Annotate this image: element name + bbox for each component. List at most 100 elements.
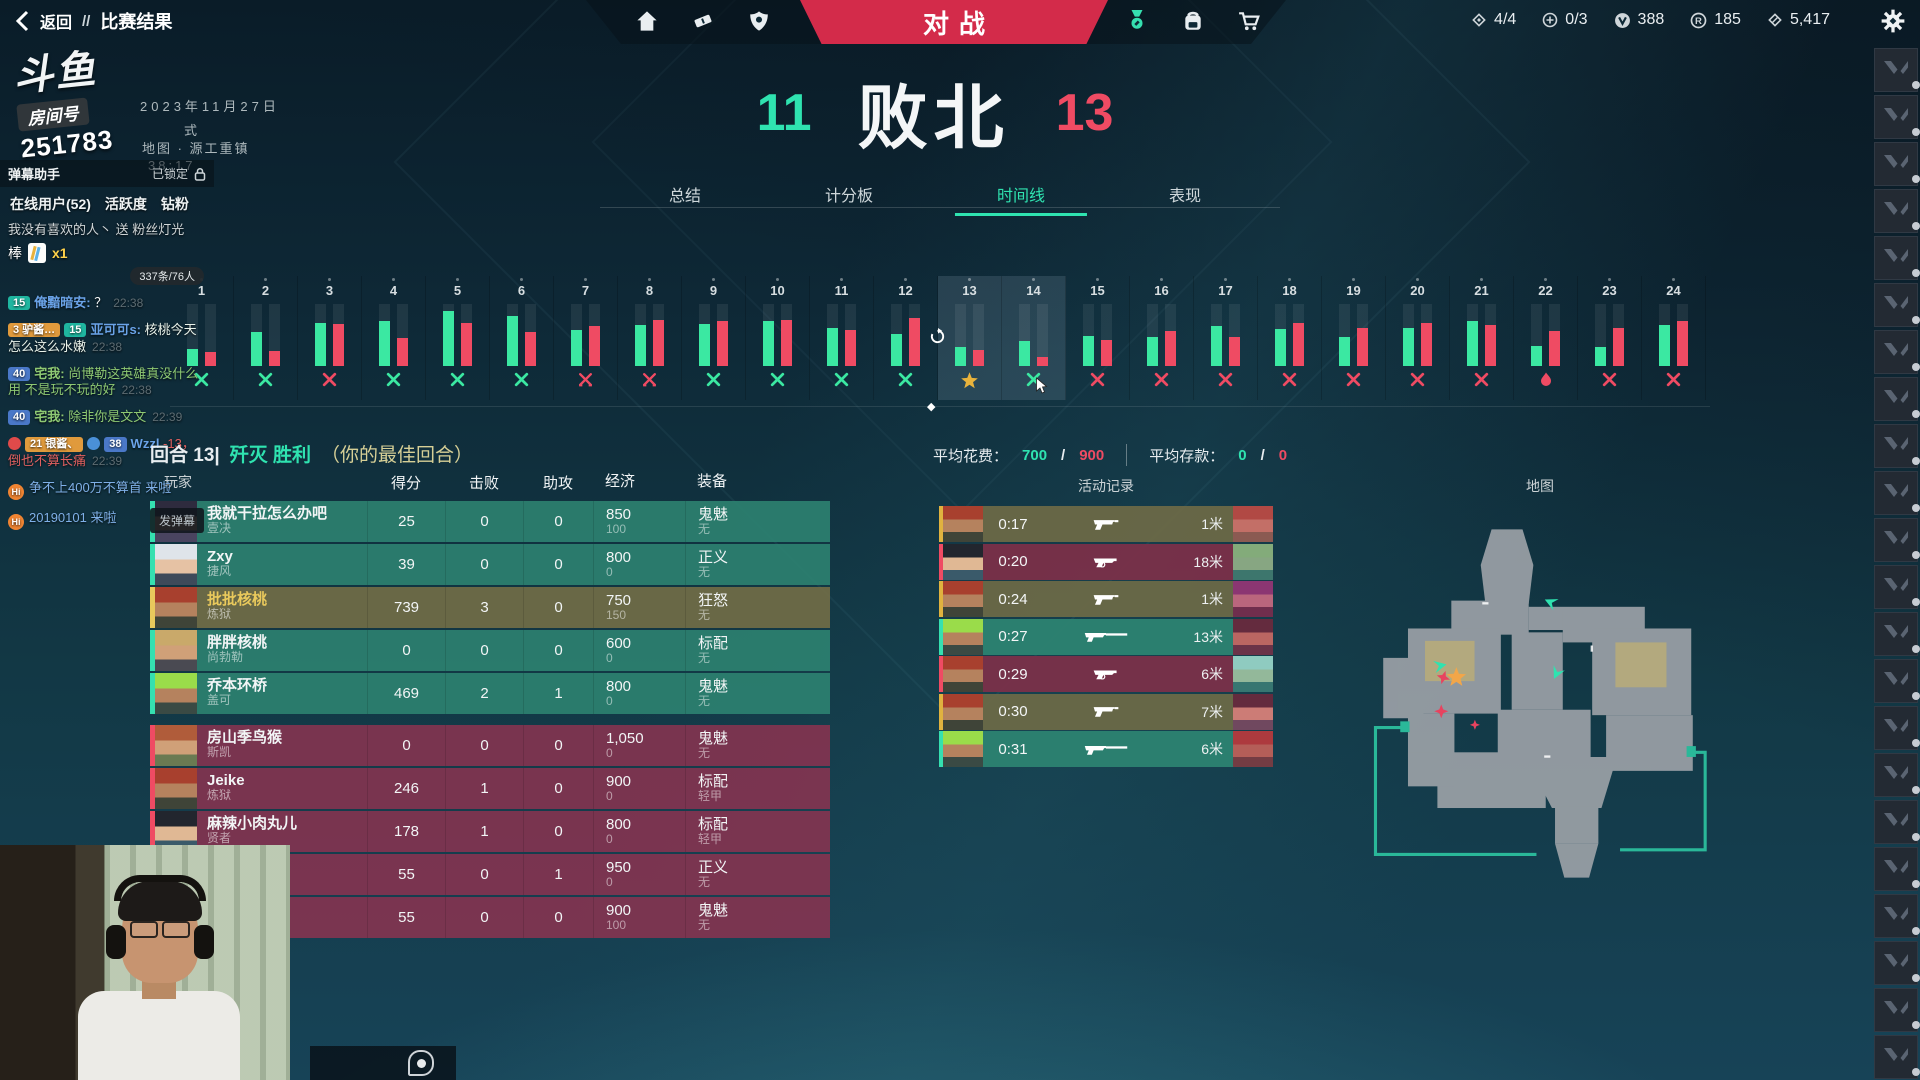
tab-总结[interactable]: 总结 — [668, 188, 701, 205]
bar-track — [845, 304, 856, 366]
timeline-round-8[interactable]: 8 — [618, 276, 682, 400]
timeline-round-15[interactable]: 15 — [1066, 276, 1130, 400]
timeline-round-5[interactable]: 5 — [426, 276, 490, 400]
team-bar — [1019, 341, 1030, 366]
player-row-Jeike[interactable]: Jeike 炼狱 246 1 0 900 0 标配 轻甲 — [150, 768, 830, 809]
chat-username[interactable]: 宅我: — [34, 409, 69, 425]
gift-tile[interactable] — [1874, 753, 1920, 797]
weapon-name: 标配 — [698, 772, 729, 790]
timeline-round-18[interactable]: 18 — [1258, 276, 1322, 400]
timeline-round-13[interactable]: 13 — [930, 276, 1002, 400]
round-win-icon — [833, 371, 850, 391]
gift-tile[interactable] — [1874, 988, 1920, 1032]
armor-name: 轻甲 — [698, 832, 723, 847]
timeline-round-6[interactable]: 6 — [490, 276, 554, 400]
tab-时间线[interactable]: 时间线 — [954, 178, 1088, 216]
gift-tile[interactable] — [1874, 612, 1920, 656]
gift-tile[interactable] — [1874, 424, 1920, 468]
timeline-round-20[interactable]: 20 — [1386, 276, 1450, 400]
chat-username[interactable]: 宅我: — [34, 365, 69, 381]
spray-icon[interactable] — [408, 1050, 434, 1076]
gift-tile[interactable] — [1874, 659, 1920, 703]
agent-avatar — [155, 768, 197, 809]
timeline-round-16[interactable]: 16 — [1130, 276, 1194, 400]
gift-tile[interactable] — [1874, 800, 1920, 844]
team-bar — [1531, 346, 1542, 366]
backpack-icon[interactable] — [1182, 10, 1204, 32]
gift-tile[interactable] — [1874, 518, 1920, 562]
medal-icon[interactable] — [1126, 10, 1148, 32]
player-row-我就干拉怎么办吧[interactable]: 我就干拉怎么办吧 壹决 25 0 0 850 100 鬼魅无 — [150, 501, 830, 542]
match-meta: 2023年11月27日 式 地图 · 源工重镇 38:17 — [140, 96, 280, 173]
entry-text: 争不上400万不算首 来啦 — [29, 480, 172, 496]
chat-username[interactable]: Wzzl — [130, 436, 164, 452]
agents-crest-icon[interactable] — [748, 10, 770, 32]
gift-tile[interactable] — [1874, 142, 1920, 186]
gift-tile[interactable] — [1874, 377, 1920, 421]
settings-gear-icon[interactable] — [1880, 8, 1906, 39]
gift-tile[interactable] — [1874, 95, 1920, 139]
gift-tile[interactable] — [1874, 283, 1920, 327]
player-row-胖胖核桃[interactable]: 胖胖核桃 尚勃勒 0 0 0 600 0 标配无 — [150, 630, 830, 671]
gift-tile[interactable] — [1874, 471, 1920, 515]
hi-badge-icon: Hi — [8, 514, 24, 531]
player-row-房山季鸟猴[interactable]: 房山季鸟猴 斯凯 0 0 0 1,050 0 鬼魅无 — [150, 725, 830, 766]
weapon-name: 标配 — [698, 815, 729, 833]
tab-online-users[interactable]: 在线用户(52) — [10, 196, 91, 212]
chat-username[interactable]: 俺黯暗安: — [34, 294, 95, 310]
gift-tile[interactable] — [1874, 894, 1920, 938]
timeline-round-21[interactable]: 21 — [1450, 276, 1514, 400]
weapon-name: 鬼魅 — [698, 505, 729, 523]
gift-tile[interactable] — [1874, 941, 1920, 985]
selected-round-diamond-icon: ◆ — [927, 401, 936, 413]
tab-计分板[interactable]: 计分板 — [824, 188, 873, 205]
entry-text: 20190101 来啦 — [29, 510, 117, 526]
timeline-round-19[interactable]: 19 — [1322, 276, 1386, 400]
replay-icon[interactable] — [929, 328, 946, 350]
cart-icon[interactable] — [1238, 10, 1260, 32]
timeline-round-3[interactable]: 3 — [298, 276, 362, 400]
timeline-round-7[interactable]: 7 — [554, 276, 618, 400]
timeline-round-23[interactable]: 23 — [1578, 276, 1642, 400]
badge-dot-red — [8, 437, 21, 451]
tab-activity[interactable]: 活跃度 — [104, 196, 147, 212]
timeline-baseline — [170, 406, 1710, 407]
timeline-round-10[interactable]: 10 — [746, 276, 810, 400]
gift-tile[interactable] — [1874, 847, 1920, 891]
round-number: 6 — [517, 283, 526, 298]
back-label: 返回 — [40, 15, 73, 32]
slash: / — [1061, 446, 1066, 464]
gift-tile[interactable] — [1874, 1035, 1920, 1079]
gift-tile[interactable] — [1874, 706, 1920, 750]
battle-tab-banner[interactable]: 对战 — [800, 0, 1108, 44]
send-danmaku-button[interactable]: 发弹幕 — [150, 508, 205, 533]
chat-username[interactable]: 亚可可s: — [90, 321, 145, 337]
timeline-round-9[interactable]: 9 — [682, 276, 746, 400]
avg-save-team: 0 — [1238, 446, 1247, 464]
tab-diamond-fans[interactable]: 钻粉 — [160, 196, 189, 212]
gift-tile[interactable] — [1874, 330, 1920, 374]
gift-tile[interactable] — [1874, 48, 1920, 92]
agent-name: 炼狱 — [207, 788, 232, 803]
tab-表现[interactable]: 表现 — [1169, 188, 1202, 205]
gift-tile[interactable] — [1874, 565, 1920, 609]
timeline-round-17[interactable]: 17 — [1194, 276, 1258, 400]
timeline-round-2[interactable]: 2 — [234, 276, 298, 400]
ticket-icon[interactable] — [692, 10, 714, 32]
timeline-round-4[interactable]: 4 — [362, 276, 426, 400]
timeline-round-12[interactable]: 12 — [874, 276, 938, 400]
kill-distance: 1米 — [1201, 516, 1223, 532]
victim-avatar — [1233, 543, 1273, 580]
home-icon[interactable] — [636, 10, 658, 32]
timeline-round-11[interactable]: 11 — [810, 276, 874, 400]
player-row-乔本环桥[interactable]: 乔本环桥 盖可 469 2 1 800 0 鬼魅无 — [150, 673, 830, 714]
player-row-批批核桃[interactable]: 批批核桃 炼狱 739 3 0 750 150 狂怒无 — [150, 587, 830, 628]
economy-spent: 850 — [606, 505, 632, 523]
gift-tile[interactable] — [1874, 236, 1920, 280]
gift-tile[interactable] — [1874, 189, 1920, 233]
player-row-Zxy[interactable]: Zxy 捷风 39 0 0 800 0 正义无 — [150, 544, 830, 585]
back-button[interactable]: 返回 // 比赛结果 — [14, 8, 172, 34]
timeline-round-24[interactable]: 24 — [1642, 276, 1706, 400]
timeline-round-22[interactable]: 22 — [1514, 276, 1578, 400]
timeline-round-14[interactable]: 14 — [1002, 276, 1066, 400]
